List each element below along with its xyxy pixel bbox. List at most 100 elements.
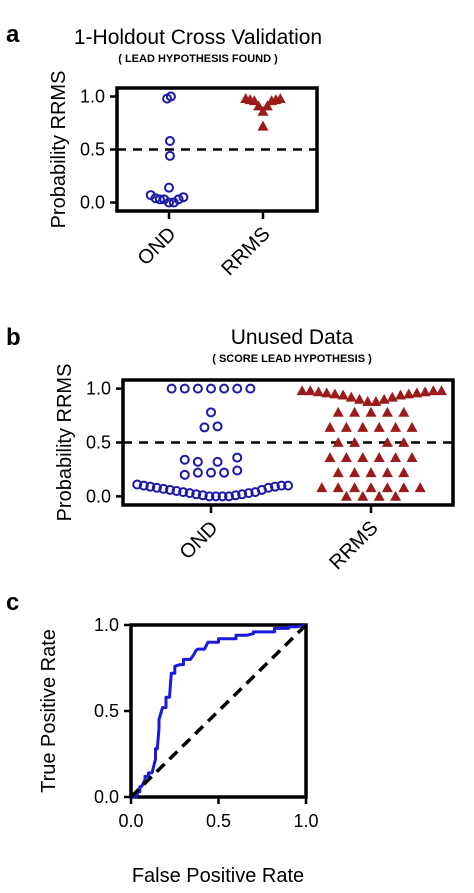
chart-b-point-rrms bbox=[436, 385, 448, 396]
chart-a-point-rrms bbox=[261, 100, 273, 111]
chart-b-point-ond bbox=[179, 383, 190, 394]
chart-b-title: Unused Data bbox=[231, 326, 354, 349]
chart-b-point-rrms bbox=[398, 482, 410, 493]
chart-b-point-ond bbox=[243, 488, 254, 499]
chart-b-subtitle: ( SCORE LEAD HYPOTHESIS ) bbox=[212, 353, 372, 365]
chart-b-point-ond bbox=[199, 422, 210, 433]
chart-b-point-rrms bbox=[378, 393, 390, 404]
chart-a-point-ond bbox=[164, 182, 174, 193]
chart-b-point-ond bbox=[171, 485, 182, 496]
chart-b-point-rrms bbox=[340, 452, 352, 462]
chart-b-point-rrms bbox=[357, 452, 369, 462]
chart-b-point-ond bbox=[179, 469, 190, 480]
chart-b-point-ond bbox=[219, 467, 230, 478]
chart-c-ytick-label: 0.0 bbox=[94, 787, 119, 807]
chart-b-point-ond bbox=[212, 421, 223, 432]
chart-b-point-ond bbox=[210, 491, 221, 502]
chart-b-point-rrms bbox=[357, 421, 369, 432]
chart-b-point-ond bbox=[219, 383, 230, 394]
chart-b-point-rrms bbox=[373, 452, 385, 462]
chart-a-ylabel: Probability RRMS bbox=[48, 71, 70, 229]
chart-b-point-ond bbox=[263, 482, 274, 493]
chart-a-point-ond bbox=[164, 150, 175, 161]
chart-b-point-ond bbox=[232, 465, 243, 476]
chart-b-point-rrms bbox=[357, 490, 369, 501]
chart-b-point-rrms bbox=[324, 452, 336, 462]
chart-b-point-rrms bbox=[406, 421, 418, 432]
chart-a-point-ond bbox=[154, 194, 165, 205]
chart-b-point-ond bbox=[192, 467, 203, 478]
chart-b-point-ond bbox=[184, 488, 195, 499]
chart-b-point-rrms bbox=[349, 482, 361, 493]
chart-b-point-rrms bbox=[324, 421, 336, 432]
chart-b-category-label-rrms: RRMS bbox=[325, 517, 382, 574]
chart-a-subtitle: ( LEAD HYPOTHESIS FOUND ) bbox=[118, 53, 278, 65]
chart-b-point-ond bbox=[165, 484, 175, 495]
chart-b-point-ond bbox=[232, 383, 243, 394]
chart-b-point-rrms bbox=[390, 452, 402, 462]
chart-a-point-rrms bbox=[248, 95, 260, 106]
chart-b-point-ond bbox=[138, 480, 149, 491]
chart-b-point-rrms bbox=[365, 406, 377, 417]
chart-b-point-ond bbox=[179, 454, 190, 465]
chart-b-point-ond bbox=[191, 489, 202, 500]
chart-b-point-rrms bbox=[349, 406, 361, 417]
chart-a-category-label-rrms: RRMS bbox=[217, 223, 274, 280]
chart-b-point-ond bbox=[151, 482, 162, 493]
chart-b-point-rrms bbox=[332, 467, 344, 478]
chart-b-point-rrms bbox=[403, 388, 415, 399]
chart-b-point-rrms bbox=[398, 467, 410, 478]
chart-a-category-label-ond: OND bbox=[134, 223, 181, 270]
chart-b-point-rrms bbox=[381, 437, 393, 447]
chart-a-point-ond bbox=[164, 197, 174, 208]
chart-a-ytick-label: 1.0 bbox=[80, 86, 105, 106]
chart-b-point-rrms bbox=[340, 421, 352, 432]
chart-b-point-rrms bbox=[414, 482, 426, 493]
chart-b-point-rrms bbox=[337, 389, 349, 400]
chart-b-category-label-ond: OND bbox=[176, 517, 223, 564]
chart-b-point-rrms bbox=[398, 437, 410, 447]
chart-b-point-ond bbox=[197, 490, 208, 501]
chart-b-point-rrms bbox=[370, 396, 382, 406]
chart-b-point-rrms bbox=[427, 385, 439, 396]
chart-b-point-rrms bbox=[390, 490, 402, 501]
chart-b-point-rrms bbox=[411, 387, 423, 398]
chart-a-point-ond bbox=[178, 192, 189, 203]
chart-b-point-ond bbox=[192, 456, 203, 467]
chart-b-point-ond bbox=[232, 452, 243, 463]
chart-b-point-ond bbox=[245, 383, 256, 394]
chart-b-point-ond bbox=[212, 456, 223, 467]
chart-a-title: 1-Holdout Cross Validation bbox=[74, 26, 322, 49]
chart-b-point-ond bbox=[230, 490, 241, 501]
chart-b-ytick-label: 1.0 bbox=[86, 379, 111, 399]
chart-b-ytick-label: 0.0 bbox=[86, 486, 111, 506]
chart-b-point-rrms bbox=[365, 482, 377, 493]
chart-b-point-rrms bbox=[390, 421, 402, 432]
chart-b-point-rrms bbox=[296, 385, 308, 396]
chart-c-ytick-label: 1.0 bbox=[94, 615, 119, 635]
chart-b-point-rrms bbox=[395, 389, 407, 400]
chart-b-point-rrms bbox=[332, 437, 344, 447]
chart-b-point-rrms bbox=[332, 482, 344, 493]
chart-b-point-rrms bbox=[373, 421, 385, 432]
chart-b-point-rrms bbox=[386, 391, 398, 402]
chart-b-point-ond bbox=[206, 407, 216, 418]
chart-b-point-ond bbox=[158, 483, 169, 494]
chart-b-plot: 0.0 0.5 1.0 Probability RRMS OND RRMS bbox=[54, 364, 455, 574]
chart-b-point-ond bbox=[276, 480, 287, 491]
chart-c-xlabel: False Positive Rate bbox=[132, 865, 304, 887]
chart-c-xtick-label: 0.5 bbox=[206, 811, 231, 831]
chart-b-point-rrms bbox=[381, 406, 393, 417]
chart-c-ylabel: True Positive Rate bbox=[38, 629, 60, 793]
chart-b-point-rrms bbox=[419, 386, 431, 397]
panel-b-letter: b bbox=[6, 324, 21, 351]
chart-b-point-ond bbox=[166, 383, 177, 394]
chart-b-point-rrms bbox=[365, 467, 377, 478]
chart-b-point-rrms bbox=[304, 385, 316, 396]
chart-a-point-rrms bbox=[274, 93, 286, 104]
chart-b-point-rrms bbox=[406, 452, 418, 462]
panel-c-letter: c bbox=[6, 589, 19, 616]
chart-b-ylabel: Probability RRMS bbox=[54, 364, 76, 522]
chart-b-point-rrms bbox=[354, 393, 366, 404]
